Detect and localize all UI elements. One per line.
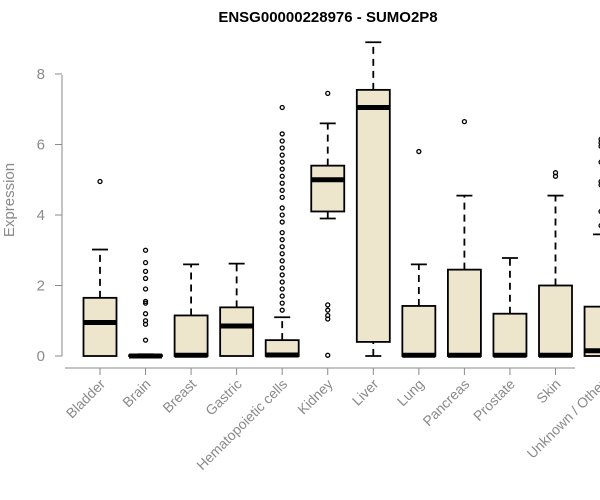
outlier-point bbox=[279, 145, 285, 151]
box-hematopoietic-cells bbox=[264, 104, 300, 358]
outlier-point bbox=[325, 302, 331, 308]
y-tick-label: 4 bbox=[37, 207, 45, 224]
x-tick-label: Prostate bbox=[470, 376, 518, 424]
outlier-point bbox=[598, 143, 600, 149]
box-rect bbox=[355, 88, 391, 343]
outlier-point bbox=[279, 173, 285, 179]
y-tick-label: 2 bbox=[37, 278, 45, 295]
outlier-point bbox=[552, 170, 559, 176]
box-prostate bbox=[492, 257, 528, 358]
outlier-point bbox=[279, 131, 285, 137]
outlier-point bbox=[325, 90, 331, 97]
outlier-point bbox=[142, 268, 149, 275]
box-rect bbox=[401, 305, 437, 357]
outlier-point bbox=[279, 307, 285, 313]
outlier-point bbox=[598, 140, 600, 146]
outlier-point bbox=[325, 307, 331, 313]
box-skin bbox=[538, 170, 573, 358]
box-liver bbox=[355, 41, 391, 357]
outlier-point bbox=[279, 187, 285, 193]
box-rect bbox=[219, 306, 255, 357]
outlier-point bbox=[461, 118, 468, 125]
outlier-point bbox=[142, 298, 149, 305]
outlier-point bbox=[279, 293, 285, 299]
outlier-point bbox=[325, 316, 331, 322]
outlier-point bbox=[279, 272, 285, 278]
outlier-point bbox=[279, 194, 285, 201]
box-rect bbox=[583, 305, 600, 357]
outlier-point bbox=[142, 318, 149, 324]
outlier-point bbox=[279, 138, 285, 144]
y-axis-label: Expression bbox=[1, 163, 18, 237]
outlier-point bbox=[279, 205, 285, 211]
outlier-point bbox=[279, 258, 285, 264]
outlier-point bbox=[279, 180, 285, 186]
outlier-point bbox=[142, 311, 149, 317]
box-rect bbox=[82, 296, 118, 357]
outlier-point bbox=[279, 237, 285, 243]
x-tick-label: Pancreas bbox=[419, 376, 472, 429]
y-tick-label: 6 bbox=[37, 137, 45, 154]
x-tick-label: Skin bbox=[533, 376, 564, 407]
outlier-point bbox=[279, 251, 285, 257]
x-tick-label: Hematopoietic cells bbox=[193, 376, 290, 473]
outlier-point bbox=[279, 300, 285, 306]
outlier-point bbox=[142, 275, 149, 282]
box-rect bbox=[446, 268, 482, 357]
outlier-point bbox=[325, 352, 331, 358]
y-ticks: 0 2 4 6 8 bbox=[37, 66, 62, 365]
box-rect bbox=[492, 312, 528, 357]
x-tick-label: Kidney bbox=[294, 376, 336, 418]
y-tick-label: 8 bbox=[37, 66, 45, 83]
box-breast bbox=[173, 263, 209, 358]
x-tick-label: Brain bbox=[119, 376, 153, 410]
outlier-point bbox=[279, 152, 285, 158]
chart-title: ENSG00000228976 - SUMO2P8 bbox=[218, 9, 437, 26]
outlier-point bbox=[279, 104, 285, 111]
outlier-point bbox=[279, 159, 285, 165]
box-lung bbox=[401, 148, 437, 358]
x-tick-label: Liver bbox=[349, 376, 382, 409]
boxes bbox=[82, 41, 600, 359]
outlier-point bbox=[279, 244, 285, 250]
outlier-point bbox=[279, 265, 285, 271]
outlier-point bbox=[598, 159, 600, 165]
outlier-point bbox=[598, 209, 600, 214]
box-kidney bbox=[310, 90, 346, 358]
outlier-point bbox=[279, 229, 285, 236]
x-tick-label: Breast bbox=[159, 376, 199, 416]
box-brain bbox=[128, 247, 163, 359]
outlier-point bbox=[598, 182, 600, 188]
outlier-point bbox=[279, 279, 285, 285]
outlier-point bbox=[142, 247, 149, 253]
outlier-point bbox=[142, 286, 149, 292]
box-rect bbox=[310, 164, 346, 213]
box-pancreas bbox=[446, 118, 482, 358]
box-rect bbox=[173, 314, 209, 357]
outlier-point bbox=[279, 286, 285, 292]
x-tick-label: Lung bbox=[394, 376, 427, 409]
box-rect bbox=[538, 284, 573, 357]
outlier-point bbox=[279, 166, 285, 172]
box-unknown-other bbox=[583, 136, 600, 357]
x-tick-label: Gastric bbox=[202, 376, 245, 419]
outlier-point bbox=[598, 223, 600, 229]
outlier-point bbox=[279, 219, 285, 225]
outlier-point bbox=[97, 178, 103, 185]
outlier-point bbox=[416, 148, 422, 155]
box-gastric bbox=[219, 262, 255, 357]
outlier-point bbox=[279, 212, 285, 218]
outlier-point bbox=[598, 179, 600, 184]
box-bladder bbox=[82, 178, 118, 357]
y-tick-label: 0 bbox=[37, 348, 45, 365]
outlier-point bbox=[142, 337, 149, 343]
outlier-point bbox=[142, 300, 149, 306]
outlier-point bbox=[142, 259, 149, 266]
x-tick-label: Bladder bbox=[63, 376, 109, 422]
outlier-point bbox=[598, 136, 600, 142]
